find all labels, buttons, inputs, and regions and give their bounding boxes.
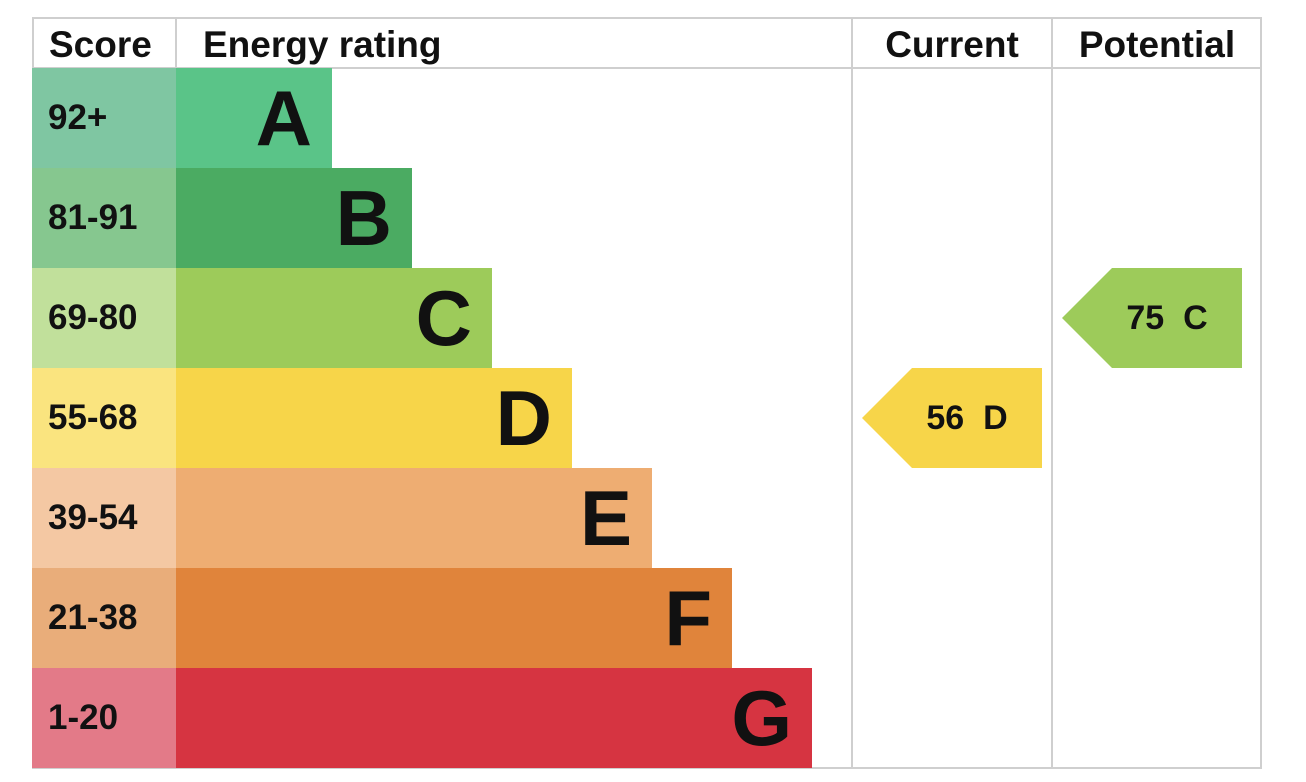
score-column-divider [175,17,177,68]
current-rating-label: 56 D [926,399,1008,437]
table-bottom-border [32,767,1262,769]
rating-bar-f: F [176,568,732,668]
current-rating-arrow: 56 D [862,368,1042,468]
score-range-f: 21-38 [32,568,176,668]
rating-letter-d: D [495,374,552,462]
potential-rating-arrow: 75 C [1062,268,1242,368]
score-range-g: 1-20 [32,668,176,768]
table-right-border [1260,17,1262,769]
potential-rating-label: 75 C [1126,299,1208,337]
score-range-e: 39-54 [32,468,176,568]
score-range-d: 55-68 [32,368,176,468]
rating-bar-c: C [176,268,492,368]
rating-bar-a: A [176,68,332,168]
score-range-b: 81-91 [32,168,176,268]
current-column-divider [851,17,853,769]
header-divider [32,67,1262,69]
score-range-a: 92+ [32,68,176,168]
current-header: Current [885,24,1019,65]
score-header: Score [49,24,152,65]
rating-bar-b: B [176,168,412,268]
rating-letter-e: E [579,474,632,562]
table-top-border [32,17,1262,19]
score-range-c: 69-80 [32,268,176,368]
potential-header: Potential [1078,24,1236,65]
rating-letter-c: C [415,274,472,362]
rating-bar-g: G [176,668,812,768]
energy-rating-header: Energy rating [203,24,442,65]
rating-bar-d: D [176,368,572,468]
rating-bar-e: E [176,468,652,568]
potential-column-divider [1051,17,1053,769]
rating-letter-b: B [335,174,392,262]
rating-letter-g: G [731,674,792,762]
rating-letter-f: F [664,574,712,662]
rating-letter-a: A [255,74,312,162]
